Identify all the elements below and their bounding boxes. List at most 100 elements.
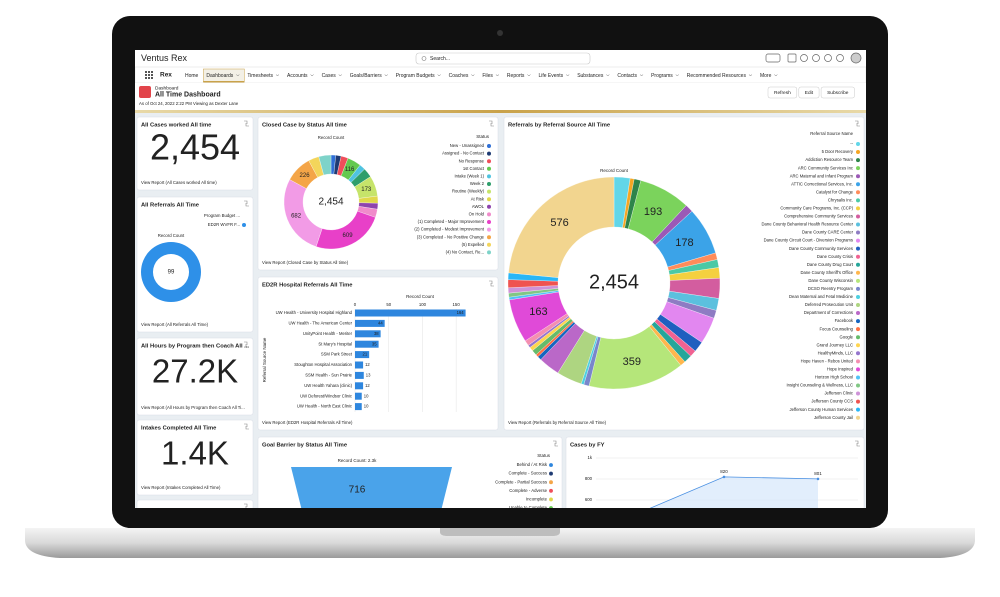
legend-swatch — [856, 142, 860, 146]
legend-swatch — [856, 311, 860, 316]
avatar[interactable] — [850, 52, 862, 64]
camera — [497, 30, 503, 36]
header-button[interactable] — [767, 86, 798, 99]
dashboard-icon — [139, 86, 151, 98]
expand-icon[interactable] — [244, 120, 249, 127]
header-button-label[interactable]: Refresh — [774, 90, 791, 96]
legend-label: Behind / At Risk — [517, 462, 548, 467]
legend-label: No Response — [459, 158, 485, 163]
settings-icon[interactable] — [824, 54, 832, 62]
point — [722, 475, 726, 479]
segment-label: 226 — [300, 173, 311, 179]
legend-swatch — [487, 242, 491, 247]
expand-icon[interactable] — [553, 440, 558, 447]
nav-item[interactable]: Goals/Barriers — [350, 73, 382, 79]
nav-item[interactable]: Files — [482, 73, 493, 79]
nav-item[interactable]: More — [760, 73, 772, 79]
nav-item[interactable]: Reports — [507, 73, 525, 79]
expand-icon[interactable] — [489, 280, 494, 287]
report-link[interactable]: View Report (Intakes Completed All Time) — [141, 485, 221, 490]
legend-swatch — [856, 407, 860, 412]
nav-item[interactable]: Substances — [577, 73, 604, 79]
y-tick-label: Stoughton Hospital Association — [294, 362, 352, 367]
header-button-label[interactable]: Subscribe — [827, 90, 849, 96]
nav-item[interactable]: Dashboards — [206, 73, 233, 79]
gold-border — [135, 110, 866, 113]
bar-label: 21 — [362, 352, 367, 357]
nav-item[interactable]: Home — [185, 73, 199, 79]
legend-label: ARC Community Services Inc — [798, 165, 853, 170]
expand-icon[interactable] — [489, 120, 494, 127]
nav-item[interactable]: Cases — [322, 73, 337, 79]
bar-label: 10 — [364, 404, 369, 409]
report-link[interactable]: View Report (Closed Case by Status All t… — [262, 260, 349, 265]
expand-icon[interactable] — [244, 341, 249, 348]
report-link[interactable]: View Report (All Hours by Program then C… — [141, 405, 245, 410]
legend-label: 5 Door Recovery — [822, 149, 854, 154]
legend-swatch — [856, 278, 860, 283]
legend-label: (5) Expelled — [462, 242, 485, 247]
widget — [136, 419, 254, 496]
expand-icon[interactable] — [244, 200, 249, 207]
search-placeholder: Search... — [430, 56, 450, 62]
legend-swatch — [487, 227, 491, 232]
legend-label: Dean Maternal and Fetal Medicine — [789, 294, 854, 299]
nav-item[interactable]: Accounts — [287, 73, 308, 79]
nav-item[interactable]: Coaches — [449, 73, 469, 79]
nav-chevron — [566, 74, 570, 77]
legend-label: Jefferson County CCS — [811, 399, 853, 404]
add-icon[interactable] — [787, 53, 797, 63]
help-icon[interactable] — [812, 54, 820, 62]
legend-swatch — [856, 246, 860, 251]
legend-swatch — [856, 254, 860, 259]
legend-swatch — [856, 182, 860, 187]
report-link[interactable]: View Report (Referrals by Referral Sourc… — [508, 420, 607, 425]
legend-swatch — [487, 197, 491, 202]
legend-label: Focus Counseling — [819, 326, 853, 331]
segment-label: 359 — [623, 356, 641, 368]
report-link[interactable]: View Report (All Referrals All Time) — [141, 322, 209, 327]
nav-item[interactable]: Programs — [651, 73, 673, 79]
legend-title: Referral Source Name — [810, 131, 853, 136]
nav-item[interactable]: Contacts — [617, 73, 637, 79]
search-box[interactable] — [415, 52, 591, 65]
favorites-icon[interactable] — [765, 53, 781, 63]
expand-icon[interactable] — [244, 503, 249, 509]
expand-icon[interactable] — [855, 120, 860, 127]
legend-swatch — [487, 220, 491, 224]
legend-label: Comprehensive Community Services — [784, 214, 853, 219]
segment-label: 193 — [644, 206, 662, 218]
legend-swatch — [549, 480, 553, 485]
app-launcher[interactable] — [145, 71, 153, 79]
screen: Ventus Rex Search... Rex Home Dashboards Time… — [135, 50, 866, 509]
nav-item[interactable]: Life Events — [538, 73, 563, 79]
report-link[interactable]: View Report (All Cases worked All time) — [141, 180, 217, 185]
y-tick-label: UnityPoint Health - Meriter — [303, 331, 353, 336]
expand-icon[interactable] — [855, 440, 860, 447]
legend-label: Horizon High School — [815, 375, 853, 380]
nav-item[interactable]: Program Budgets — [396, 73, 435, 79]
y-tick-label: UW Health - The American Center — [289, 321, 353, 326]
header-button[interactable] — [798, 86, 820, 99]
laptop-base — [25, 528, 975, 558]
nav-chevron — [437, 74, 441, 77]
expand-icon[interactable] — [244, 423, 249, 430]
report-link[interactable]: View Report (ED2R Hospital Referrals All… — [262, 420, 353, 425]
legend-label: (2) Completed - Modest Improvement — [414, 227, 484, 232]
legend-swatch — [487, 182, 491, 186]
header-button-label[interactable]: Edit — [805, 90, 814, 96]
nav-item[interactable]: Recommended Resources — [687, 73, 747, 79]
header-button[interactable] — [820, 86, 855, 99]
nav-item[interactable]: Timesheets — [247, 73, 273, 79]
legend-swatch — [856, 190, 860, 195]
trailhead-icon[interactable] — [800, 54, 808, 62]
laptop-notch — [440, 528, 560, 536]
notifications-icon[interactable] — [836, 54, 844, 62]
legend-label: Intake (Week 1) — [455, 174, 485, 179]
legend-label: Department of Corrections — [804, 310, 853, 315]
y-tick-label: St Mary's Hospital — [318, 341, 352, 346]
header-subtitle: As of Oct 24, 2022 2:22 PM Viewing as De… — [139, 101, 239, 106]
search-icon — [421, 56, 427, 61]
legend-title: Status — [476, 134, 490, 139]
legend-swatch — [856, 222, 860, 227]
